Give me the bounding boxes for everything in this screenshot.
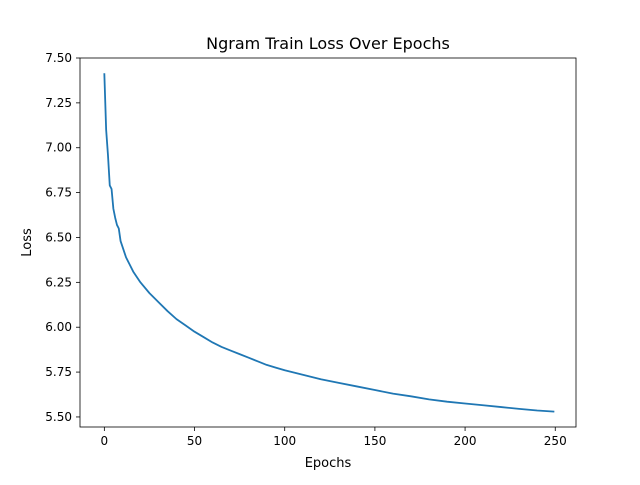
y-tick-label: 5.50 xyxy=(45,410,72,424)
y-tick-label: 6.25 xyxy=(45,275,72,289)
x-tick-label: 200 xyxy=(454,434,477,448)
y-axis-label: Loss xyxy=(20,228,35,257)
plot-area xyxy=(103,73,555,413)
y-tick-label: 5.75 xyxy=(45,365,72,379)
x-tick-label: 150 xyxy=(363,434,386,448)
x-tick-label: 50 xyxy=(187,434,202,448)
axes-frame xyxy=(79,57,577,428)
x-axis-label: Epochs xyxy=(305,456,352,471)
x-axis-ticks: 0 50 100 150 200 250 xyxy=(101,427,567,448)
x-tick-label: 100 xyxy=(273,434,296,448)
y-tick-label: 6.75 xyxy=(45,186,72,200)
loss-series-line xyxy=(103,73,555,413)
y-tick-label: 7.25 xyxy=(45,96,72,110)
chart-title: Ngram Train Loss Over Epochs xyxy=(206,34,450,53)
y-tick-label: 7.00 xyxy=(45,141,72,155)
x-tick-label: 250 xyxy=(544,434,567,448)
x-tick-label: 0 xyxy=(101,434,109,448)
y-tick-label: 6.50 xyxy=(45,230,72,244)
y-tick-label: 7.50 xyxy=(45,51,72,65)
y-axis-ticks: 5.50 5.75 6.00 6.25 6.50 6.75 7.00 7.25 7.50 xyxy=(45,51,80,424)
y-tick-label: 6.00 xyxy=(45,320,72,334)
